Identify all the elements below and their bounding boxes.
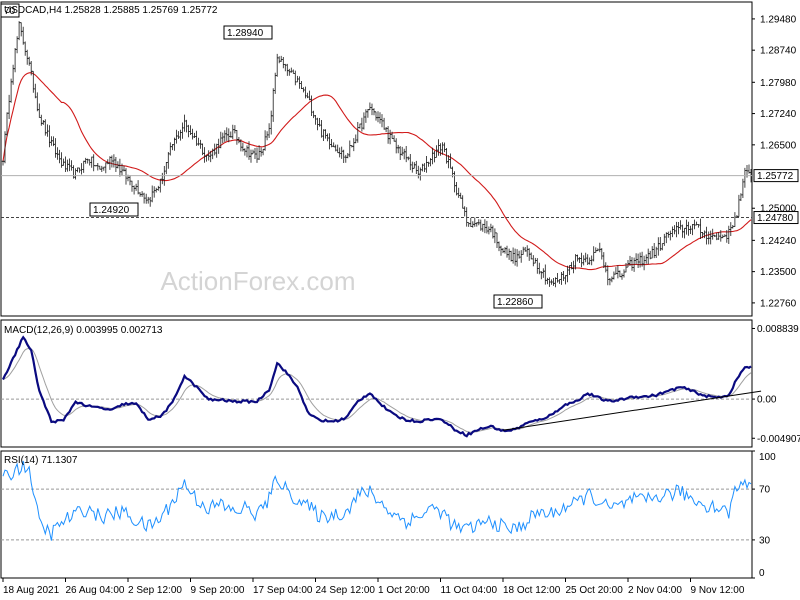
annotation-box bbox=[493, 294, 543, 309]
annotation-box bbox=[223, 25, 273, 40]
price-tick-label: 1.23500 bbox=[760, 267, 797, 278]
time-tick-label: 9 Nov 12:00 bbox=[691, 585, 745, 596]
price-header: USDCAD,H4 1.25828 1.25885 1.25769 1.2577… bbox=[4, 5, 218, 16]
rsi-title: RSI(14) 71.1307 bbox=[4, 455, 78, 466]
price-panel bbox=[0, 1, 753, 317]
time-tick-label: 1 Oct 20:00 bbox=[378, 585, 430, 596]
macd-tick-label: 0.00 bbox=[757, 395, 777, 406]
rsi-tick-label: 0 bbox=[759, 568, 765, 579]
price-tick-label: 1.29480 bbox=[760, 14, 797, 25]
rsi-line bbox=[2, 460, 752, 541]
macd-tick-label: 0.008839 bbox=[757, 324, 799, 335]
time-tick-label: 2 Nov 04:00 bbox=[628, 585, 682, 596]
current-price-box bbox=[753, 169, 799, 183]
annotation-label: 1.24920 bbox=[93, 205, 130, 216]
time-tick-label: 18 Oct 12:00 bbox=[503, 585, 561, 596]
price-tick-label: 1.28740 bbox=[760, 46, 797, 57]
current-price-label: 1.25772 bbox=[757, 171, 794, 182]
annotation-label: 70 bbox=[4, 6, 16, 17]
macd-panel bbox=[0, 319, 753, 448]
time-tick-label: 11 Oct 04:00 bbox=[441, 585, 498, 596]
rsi-tick-label: 70 bbox=[759, 485, 771, 496]
rsi-tick-label: 30 bbox=[759, 535, 771, 546]
rsi-tick-label: 100 bbox=[759, 452, 776, 463]
price-tick-label: 1.22760 bbox=[760, 298, 797, 309]
ohlc-bars bbox=[1, 21, 753, 288]
macd-line bbox=[2, 335, 752, 438]
macd-trendline bbox=[502, 390, 762, 431]
annotation-label: 1.28940 bbox=[227, 28, 264, 39]
time-tick-label: 26 Aug 04:00 bbox=[66, 585, 125, 596]
rsi-panel bbox=[0, 450, 753, 579]
watermark: ActionForex.com bbox=[160, 266, 355, 296]
support-price-label: 1.24780 bbox=[757, 213, 794, 224]
annotation-box bbox=[0, 3, 20, 18]
price-tick-label: 1.26500 bbox=[760, 140, 797, 151]
time-tick-label: 17 Sep 04:00 bbox=[253, 585, 313, 596]
support-price-box bbox=[753, 211, 799, 225]
time-tick-label: 2 Sep 12:00 bbox=[128, 585, 182, 596]
macd-title: MACD(12,26,9) 0.003995 0.002713 bbox=[4, 325, 163, 336]
price-tick-label: 1.25000 bbox=[760, 204, 797, 215]
macd-tick-label: -0.004907 bbox=[757, 434, 800, 445]
annotation-box bbox=[89, 202, 139, 217]
annotation-label: 1.22860 bbox=[497, 297, 534, 308]
price-tick-label: 1.24240 bbox=[760, 236, 797, 247]
price-tick-label: 1.27240 bbox=[760, 109, 797, 120]
time-tick-label: 24 Sep 12:00 bbox=[316, 585, 376, 596]
time-tick-label: 25 Oct 20:00 bbox=[566, 585, 624, 596]
time-tick-label: 18 Aug 2021 bbox=[3, 585, 60, 596]
price-tick-label: 1.27980 bbox=[760, 78, 797, 89]
time-tick-label: 9 Sep 20:00 bbox=[191, 585, 245, 596]
